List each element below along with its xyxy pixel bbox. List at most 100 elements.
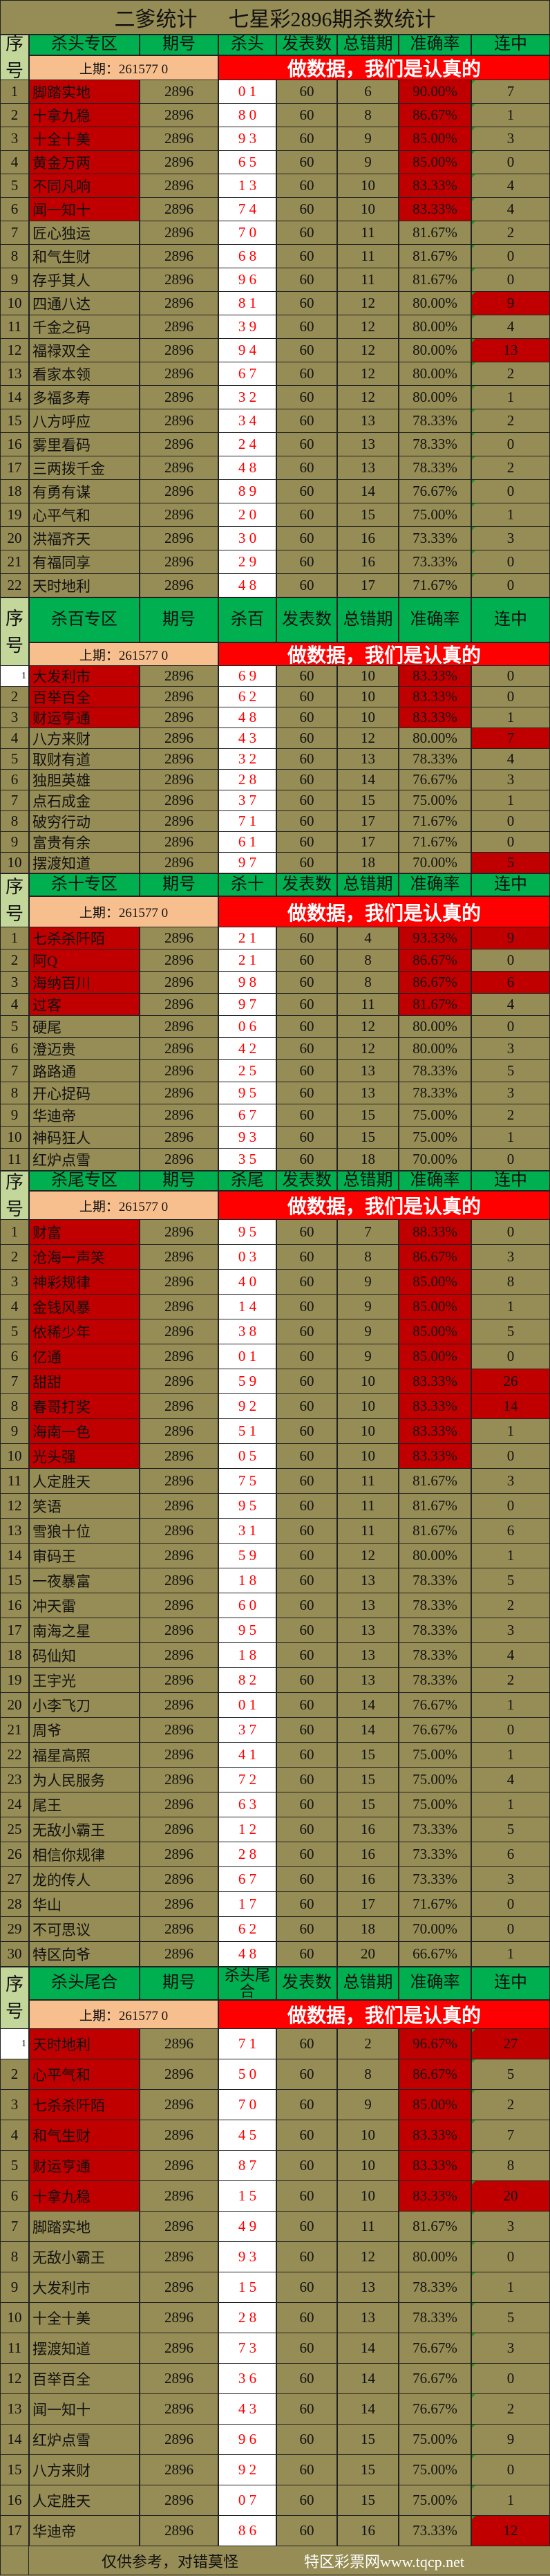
column-header-errors[interactable]: 总错期	[337, 1171, 399, 1191]
cell-name[interactable]: 取财有道	[29, 749, 140, 770]
column-header-count[interactable]: 发表数	[276, 873, 337, 896]
cell-name[interactable]: 一夜暴富	[29, 1568, 140, 1593]
cell-name[interactable]: 雾里看码	[29, 433, 140, 456]
cell-name[interactable]: 八方来财	[29, 728, 140, 749]
column-header-count[interactable]: 发表数	[276, 1171, 337, 1191]
cell-name[interactable]: 特区向爷	[29, 1942, 140, 1967]
cell-name[interactable]: 四通八达	[29, 292, 140, 315]
column-header-period[interactable]: 期号	[140, 35, 218, 55]
column-header-streak[interactable]: 连中	[471, 597, 550, 642]
cell-name[interactable]: 财富	[29, 1220, 140, 1245]
cell-name[interactable]: 多福多寿	[29, 386, 140, 409]
cell-name[interactable]: 沧海一声笑	[29, 1245, 140, 1270]
cell-name[interactable]: 十全十美	[29, 127, 140, 151]
cell-name[interactable]: 路路通	[29, 1060, 140, 1082]
column-header-zone[interactable]: 杀百专区	[29, 597, 140, 642]
cell-name[interactable]: 依稀少年	[29, 1319, 140, 1344]
cell-name[interactable]: 摆渡知道	[29, 853, 140, 873]
cell-name[interactable]: 南海之星	[29, 1618, 140, 1643]
cell-name[interactable]: 福禄双全	[29, 339, 140, 362]
cell-name[interactable]: 冲天雷	[29, 1593, 140, 1618]
column-header-streak[interactable]: 连中	[471, 35, 550, 55]
cell-name[interactable]: 亿通	[29, 1344, 140, 1369]
cell-name[interactable]: 开心捉码	[29, 1082, 140, 1104]
cell-name[interactable]: 金钱风暴	[29, 1295, 140, 1319]
cell-name[interactable]: 神码狂人	[29, 1127, 140, 1149]
column-header-count[interactable]: 发表数	[276, 597, 337, 642]
footer-site-link[interactable]: 特区彩票网www.tqcp.net	[304, 2552, 465, 2570]
cell-name[interactable]: 摆渡知道	[29, 2333, 140, 2364]
cell-name[interactable]: 大发利市	[29, 666, 140, 687]
cell-name[interactable]: 心平气和	[29, 503, 140, 527]
column-header-zone[interactable]: 杀头专区	[29, 35, 140, 55]
cell-name[interactable]: 笑语	[29, 1494, 140, 1519]
cell-name[interactable]: 和气生财	[29, 2120, 140, 2151]
column-header-kill[interactable]: 杀尾	[218, 1171, 276, 1191]
cell-name[interactable]: 七杀杀阡陌	[29, 2090, 140, 2120]
cell-name[interactable]: 海南一色	[29, 1419, 140, 1444]
cell-name[interactable]: 财运亨通	[29, 2151, 140, 2181]
cell-name[interactable]: 华迪帝	[29, 1104, 140, 1127]
column-header-period[interactable]: 期号	[140, 1171, 218, 1191]
cell-name[interactable]: 百举百全	[29, 687, 140, 707]
cell-name[interactable]: 澄迈贵	[29, 1038, 140, 1060]
column-header-rate[interactable]: 准确率	[399, 873, 471, 896]
cell-name[interactable]: 千金之码	[29, 315, 140, 339]
cell-name[interactable]: 神彩规律	[29, 1270, 140, 1295]
cell-name[interactable]: 富贵有余	[29, 832, 140, 853]
cell-name[interactable]: 破穷行动	[29, 811, 140, 832]
cell-name[interactable]: 闻一知十	[29, 2394, 140, 2425]
cell-name[interactable]: 光头强	[29, 1444, 140, 1469]
column-header-zone[interactable]: 杀尾专区	[29, 1171, 140, 1191]
column-header-errors[interactable]: 总错期	[337, 597, 399, 642]
cell-name[interactable]: 不同凡响	[29, 174, 140, 198]
column-header-rate[interactable]: 准确率	[399, 35, 471, 55]
cell-name[interactable]: 过客	[29, 994, 140, 1016]
cell-name[interactable]: 红炉点雪	[29, 1149, 140, 1171]
cell-name[interactable]: 大发利市	[29, 2272, 140, 2303]
cell-name[interactable]: 有勇有谋	[29, 480, 140, 503]
cell-name[interactable]: 硬尾	[29, 1016, 140, 1038]
column-header-period[interactable]: 期号	[140, 873, 218, 896]
cell-name[interactable]: 红炉点雪	[29, 2425, 140, 2455]
cell-name[interactable]: 尾王	[29, 1792, 140, 1817]
cell-name[interactable]: 七杀杀阡陌	[29, 927, 140, 949]
cell-name[interactable]: 甜甜	[29, 1369, 140, 1394]
cell-name[interactable]: 八方来财	[29, 2455, 140, 2485]
cell-name[interactable]: 福星高照	[29, 1743, 140, 1768]
cell-name[interactable]: 闻一知十	[29, 198, 140, 221]
cell-name[interactable]: 财运亨通	[29, 707, 140, 728]
cell-name[interactable]: 华山	[29, 1892, 140, 1917]
cell-name[interactable]: 审码王	[29, 1544, 140, 1568]
cell-name[interactable]: 点石成金	[29, 790, 140, 811]
cell-name[interactable]: 存乎其人	[29, 268, 140, 292]
cell-name[interactable]: 周爷	[29, 1718, 140, 1743]
cell-name[interactable]: 百举百全	[29, 2364, 140, 2394]
column-header-errors[interactable]: 总错期	[337, 1967, 399, 2000]
cell-name[interactable]: 雪狼十位	[29, 1519, 140, 1544]
cell-name[interactable]: 十拿九稳	[29, 2181, 140, 2212]
cell-name[interactable]: 八方呼应	[29, 409, 140, 433]
cell-name[interactable]: 脚踏实地	[29, 80, 140, 104]
column-header-kill[interactable]: 杀百	[218, 597, 276, 642]
cell-name[interactable]: 脚踏实地	[29, 2212, 140, 2242]
cell-name[interactable]: 独胆英雄	[29, 770, 140, 790]
column-header-errors[interactable]: 总错期	[337, 35, 399, 55]
cell-name[interactable]: 十拿九稳	[29, 104, 140, 127]
cell-name[interactable]: 华迪帝	[29, 2516, 140, 2546]
cell-name[interactable]: 看家本领	[29, 362, 140, 386]
cell-name[interactable]: 王宇光	[29, 1668, 140, 1693]
cell-name[interactable]: 和气生财	[29, 245, 140, 268]
cell-name[interactable]: 有福同享	[29, 550, 140, 574]
column-header-rate[interactable]: 准确率	[399, 1171, 471, 1191]
column-header-kill[interactable]: 杀头	[218, 35, 276, 55]
column-header-count[interactable]: 发表数	[276, 1967, 337, 2000]
column-header-streak[interactable]: 连中	[471, 1171, 550, 1191]
column-header-rate[interactable]: 准确率	[399, 1967, 471, 2000]
cell-name[interactable]: 黄金万两	[29, 151, 140, 174]
cell-name[interactable]: 无敌小霸王	[29, 2242, 140, 2272]
column-header-period[interactable]: 期号	[140, 1967, 218, 2000]
cell-name[interactable]: 天时地利	[29, 2029, 140, 2059]
column-header-streak[interactable]: 连中	[471, 1967, 550, 2000]
cell-name[interactable]: 阿Q	[29, 949, 140, 972]
